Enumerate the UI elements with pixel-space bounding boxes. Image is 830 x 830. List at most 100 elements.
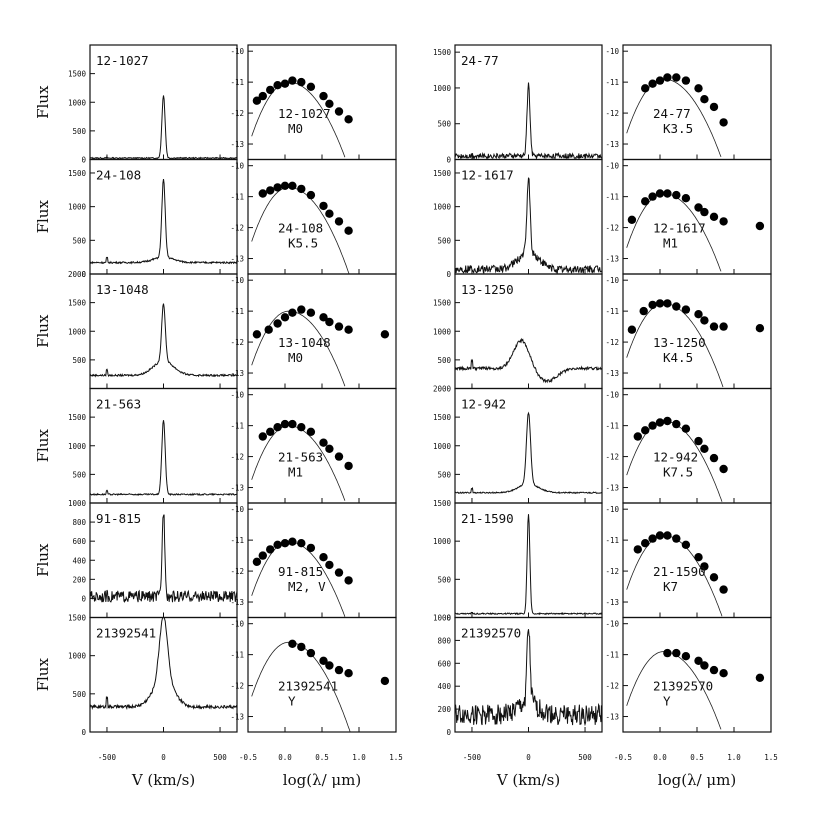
x-tick-label: 1.0	[352, 753, 366, 762]
spectral-type: M1	[288, 465, 303, 480]
sed-point	[700, 562, 709, 571]
sed-point	[273, 81, 282, 90]
y-tick-label: 200	[437, 705, 451, 714]
y-tick-label: 1000	[68, 499, 87, 508]
sed-point	[334, 452, 344, 461]
sed-point	[306, 543, 316, 553]
x-tick-label: 0.0	[278, 753, 292, 762]
sed-point	[641, 426, 650, 435]
panel-frame	[247, 158, 397, 275]
sed-point	[325, 209, 334, 218]
panel-21392541-spectrum: 0 500 1000 1500 21392541	[68, 614, 238, 737]
y-tick-label: -13	[230, 598, 244, 607]
sed-point	[709, 453, 719, 463]
sed-point	[719, 217, 728, 226]
spectral-type: K7	[663, 579, 678, 594]
y-tick-label: 500	[437, 470, 451, 479]
y-tick-label: -13	[230, 713, 244, 722]
object-label: 21-1590	[461, 511, 514, 526]
y-tick-label: -10	[605, 391, 619, 400]
y-tick-label: 500	[437, 120, 451, 129]
sed-point	[297, 642, 306, 652]
sed-point	[672, 190, 681, 200]
sed-point	[709, 102, 719, 112]
sed-point	[681, 305, 691, 314]
y-axis-label-flux: Flux	[34, 543, 52, 577]
y-tick-label: 1500	[433, 299, 452, 308]
sed-point	[655, 189, 665, 198]
y-tick-label: -13	[605, 484, 619, 493]
spectrum-line	[454, 411, 603, 495]
sed-point	[273, 423, 282, 432]
x-tick-label: 1.5	[389, 753, 403, 762]
object-label: 13-1048	[96, 282, 149, 297]
y-tick-label: -11	[230, 651, 244, 660]
y-tick-label: 1000	[68, 203, 87, 212]
y-tick-label: -12	[230, 682, 244, 691]
y-tick-label: 1000	[68, 652, 87, 661]
y-tick-label: -13	[230, 369, 244, 378]
y-tick-label: -11	[605, 651, 619, 660]
object-label: 21-563	[278, 450, 323, 465]
y-tick-label: 1000	[68, 98, 87, 107]
object-label: 13-1250	[461, 282, 514, 297]
y-tick-label: -11	[230, 422, 244, 431]
y-tick-label: 1500	[433, 169, 452, 178]
sed-point	[672, 419, 681, 429]
sed-point	[266, 186, 275, 195]
sed-point	[672, 302, 681, 311]
y-tick-label: 0	[81, 594, 86, 603]
sed-point	[306, 308, 316, 317]
spectral-type: M0	[288, 121, 303, 136]
spectrum-line	[454, 337, 603, 384]
y-tick-label: 1500	[68, 413, 87, 422]
object-label: 13-1048	[278, 335, 331, 350]
sed-point	[325, 560, 334, 570]
y-tick-label: -10	[605, 620, 619, 629]
spectral-type: K5.5	[288, 236, 318, 251]
x-tick-label: 1.5	[764, 753, 778, 762]
x-axis-label-velocity: V (km/s)	[496, 771, 560, 789]
y-tick-label: 1500	[433, 413, 452, 422]
sed-point	[639, 306, 648, 316]
x-tick-label: 0	[161, 753, 166, 762]
sed-point	[334, 107, 344, 116]
sed-point	[681, 76, 691, 85]
x-axis-label-sed: log(λ/ μm)	[283, 771, 361, 789]
spectrum-line	[89, 179, 238, 265]
y-tick-label: 1500	[68, 70, 87, 79]
x-tick-label: -0.5	[239, 753, 257, 762]
spectrum-line	[89, 303, 238, 378]
sed-point	[627, 215, 637, 224]
model-curve	[626, 78, 722, 158]
sed-point	[694, 84, 703, 93]
y-tick-label: 0	[446, 728, 451, 737]
sed-point	[325, 444, 334, 453]
spectral-type: K7.5	[663, 465, 693, 480]
x-tick-label: -0.5	[614, 753, 632, 762]
y-tick-label: 1500	[68, 299, 87, 308]
spectral-type: K3.5	[663, 121, 693, 136]
y-tick-label: -10	[230, 162, 244, 171]
sed-point	[633, 432, 642, 441]
y-tick-label: 0	[446, 156, 451, 165]
x-tick-label: 0.5	[690, 753, 704, 762]
sed-point	[297, 423, 306, 432]
sed-point	[641, 84, 650, 93]
sed-point	[306, 190, 316, 200]
y-tick-label: 1000	[433, 203, 452, 212]
y-tick-label: 1500	[68, 614, 87, 623]
sed-point	[306, 82, 316, 92]
x-tick-label: 0.5	[315, 753, 329, 762]
panel-frame	[247, 616, 397, 733]
y-tick-label: -13	[230, 140, 244, 149]
y-tick-label: 0	[446, 270, 451, 279]
y-axis-label-flux: Flux	[34, 85, 52, 119]
spectrum-line	[89, 514, 238, 603]
sed-point	[380, 676, 390, 686]
sed-point	[264, 325, 273, 334]
panel-12-1617-spectrum: 0 500 1000 1500 12-1617	[433, 158, 603, 279]
